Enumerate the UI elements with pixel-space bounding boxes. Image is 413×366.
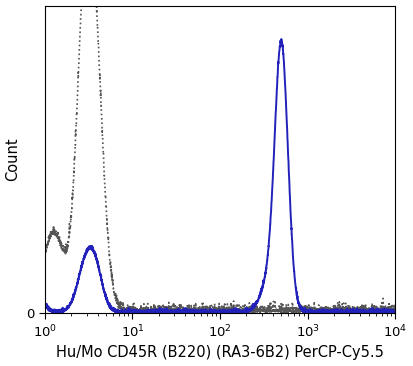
- X-axis label: Hu/Mo CD45R (B220) (RA3-6B2) PerCP-Cy5.5: Hu/Mo CD45R (B220) (RA3-6B2) PerCP-Cy5.5: [56, 346, 384, 361]
- Y-axis label: Count: Count: [5, 137, 21, 181]
